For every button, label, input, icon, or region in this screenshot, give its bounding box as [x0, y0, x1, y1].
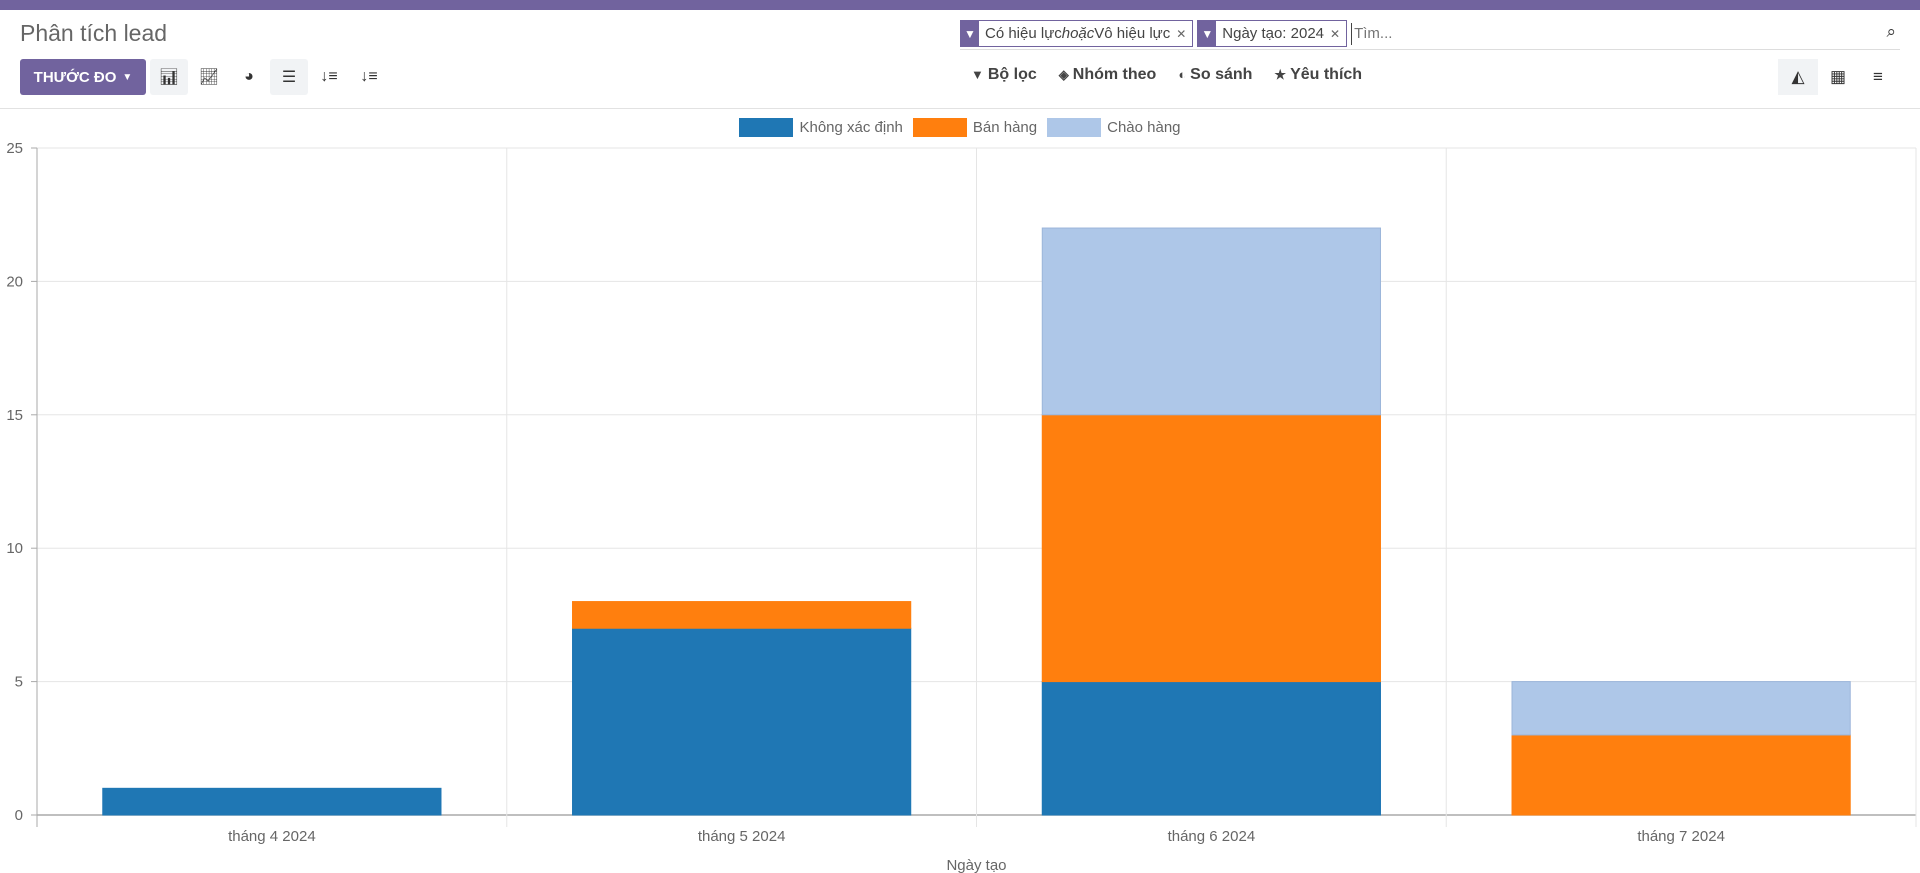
graph-view-button[interactable]: ◭: [1778, 59, 1818, 95]
legend-label: Không xác định: [799, 119, 903, 136]
group-by-dropdown[interactable]: ◈ Nhóm theo: [1059, 66, 1157, 84]
pie-chart-icon: ◕: [244, 68, 254, 85]
measures-button[interactable]: THƯỚC ĐO ▼: [20, 59, 146, 95]
half-circle-icon: ◐: [1178, 67, 1187, 82]
search-input[interactable]: [1351, 22, 1900, 45]
search-icon[interactable]: ⌕: [1886, 22, 1896, 41]
line-chart-button[interactable]: 📈︎: [190, 59, 228, 95]
legend-swatch: [739, 118, 794, 137]
bar-segment: [572, 601, 912, 629]
stacked-button[interactable]: ☰: [270, 59, 308, 95]
legend-item[interactable]: Chào hàng: [1047, 118, 1181, 137]
facet-or: hoặc: [1061, 25, 1095, 42]
y-tick-label: 20: [6, 273, 23, 290]
y-tick-label: 15: [6, 407, 23, 424]
facet-value: Ngày tạo: 2024: [1222, 25, 1325, 42]
filter-facet-active[interactable]: ▼ Có hiệu lực hoặc Vô hiệu lực ✕: [960, 20, 1194, 47]
group-by-label: Nhóm theo: [1072, 66, 1157, 83]
measures-label: THƯỚC ĐO: [33, 68, 117, 86]
bar-segment: [1511, 681, 1851, 736]
y-tick-label: 5: [15, 674, 23, 691]
star-icon: ★: [1274, 67, 1287, 82]
search-bar: ▼ Có hiệu lực hoặc Vô hiệu lực ✕ ▼ Ngày …: [960, 18, 1900, 50]
sort-descending-button[interactable]: ↓≡: [310, 59, 348, 95]
filter-dropdown[interactable]: ▼ Bộ lọc: [971, 66, 1037, 84]
filter-icon: ▼: [1198, 21, 1217, 46]
bar-segment: [1041, 681, 1381, 816]
legend-item[interactable]: Bán hàng: [912, 118, 1038, 137]
facet-text: Vô hiệu lực: [1094, 25, 1171, 42]
bar-segment: [1511, 734, 1851, 816]
top-navbar: [0, 0, 1920, 10]
legend-label: Bán hàng: [972, 119, 1038, 136]
line-chart-icon: 📈︎: [198, 69, 220, 86]
pie-chart-button[interactable]: ◕: [230, 59, 268, 95]
facet-value: Có hiệu lực hoặc Vô hiệu lực: [979, 21, 1176, 46]
x-tick-label: tháng 4 2024: [228, 828, 316, 845]
filter-facet-date[interactable]: ▼ Ngày tạo: 2024 ✕: [1197, 20, 1348, 47]
divider: [0, 108, 1920, 109]
chart-legend: Không xác định Bán hàng Chào hàng: [0, 118, 1920, 137]
remove-facet-icon[interactable]: ✕: [1330, 26, 1341, 41]
bar-chart-button[interactable]: 📊︎: [150, 59, 188, 95]
list-icon: ≡: [1873, 67, 1883, 86]
table-icon: ▦: [1829, 67, 1847, 86]
pivot-view-button[interactable]: ▦: [1818, 59, 1858, 95]
legend-item[interactable]: Không xác định: [739, 118, 903, 137]
filter-icon: ▼: [961, 21, 979, 46]
legend-swatch: [912, 118, 967, 137]
bar-segment: [102, 787, 442, 816]
facet-text: Có hiệu lực: [985, 25, 1062, 42]
sort-ascending-button[interactable]: ↓≡: [350, 59, 388, 95]
x-tick-label: tháng 6 2024: [1168, 828, 1256, 845]
compare-label: So sánh: [1190, 66, 1253, 83]
favorites-dropdown[interactable]: ★ Yêu thích: [1274, 66, 1362, 84]
area-chart-icon: ◭: [1791, 67, 1805, 86]
x-axis-label: Ngày tạo: [946, 857, 1006, 873]
favorites-label: Yêu thích: [1290, 66, 1363, 83]
sort-desc-icon: ↓≡: [320, 68, 338, 85]
y-tick-label: 0: [15, 807, 23, 824]
stacked-icon: ☰: [281, 69, 297, 86]
layers-icon: ◈: [1058, 67, 1069, 82]
page-title: Phân tích lead: [20, 20, 168, 46]
remove-facet-icon[interactable]: ✕: [1176, 26, 1187, 41]
bar-segment: [572, 627, 912, 816]
sort-asc-icon: ↓≡: [360, 68, 378, 85]
legend-label: Chào hàng: [1107, 119, 1181, 136]
legend-swatch: [1047, 118, 1102, 137]
compare-dropdown[interactable]: ◐ So sánh: [1178, 66, 1252, 84]
y-tick-label: 10: [6, 540, 23, 557]
filter-label: Bộ lọc: [987, 66, 1037, 83]
y-tick-label: 25: [6, 140, 23, 157]
x-tick-label: tháng 5 2024: [698, 828, 786, 845]
filter-icon: ▼: [971, 67, 984, 82]
caret-down-icon: ▼: [122, 71, 133, 83]
bar-segment: [1041, 414, 1381, 683]
x-tick-label: tháng 7 2024: [1637, 828, 1725, 845]
bar-segment: [1041, 227, 1381, 416]
bar-chart-icon: 📊︎: [158, 69, 180, 86]
list-view-button[interactable]: ≡: [1858, 59, 1898, 95]
